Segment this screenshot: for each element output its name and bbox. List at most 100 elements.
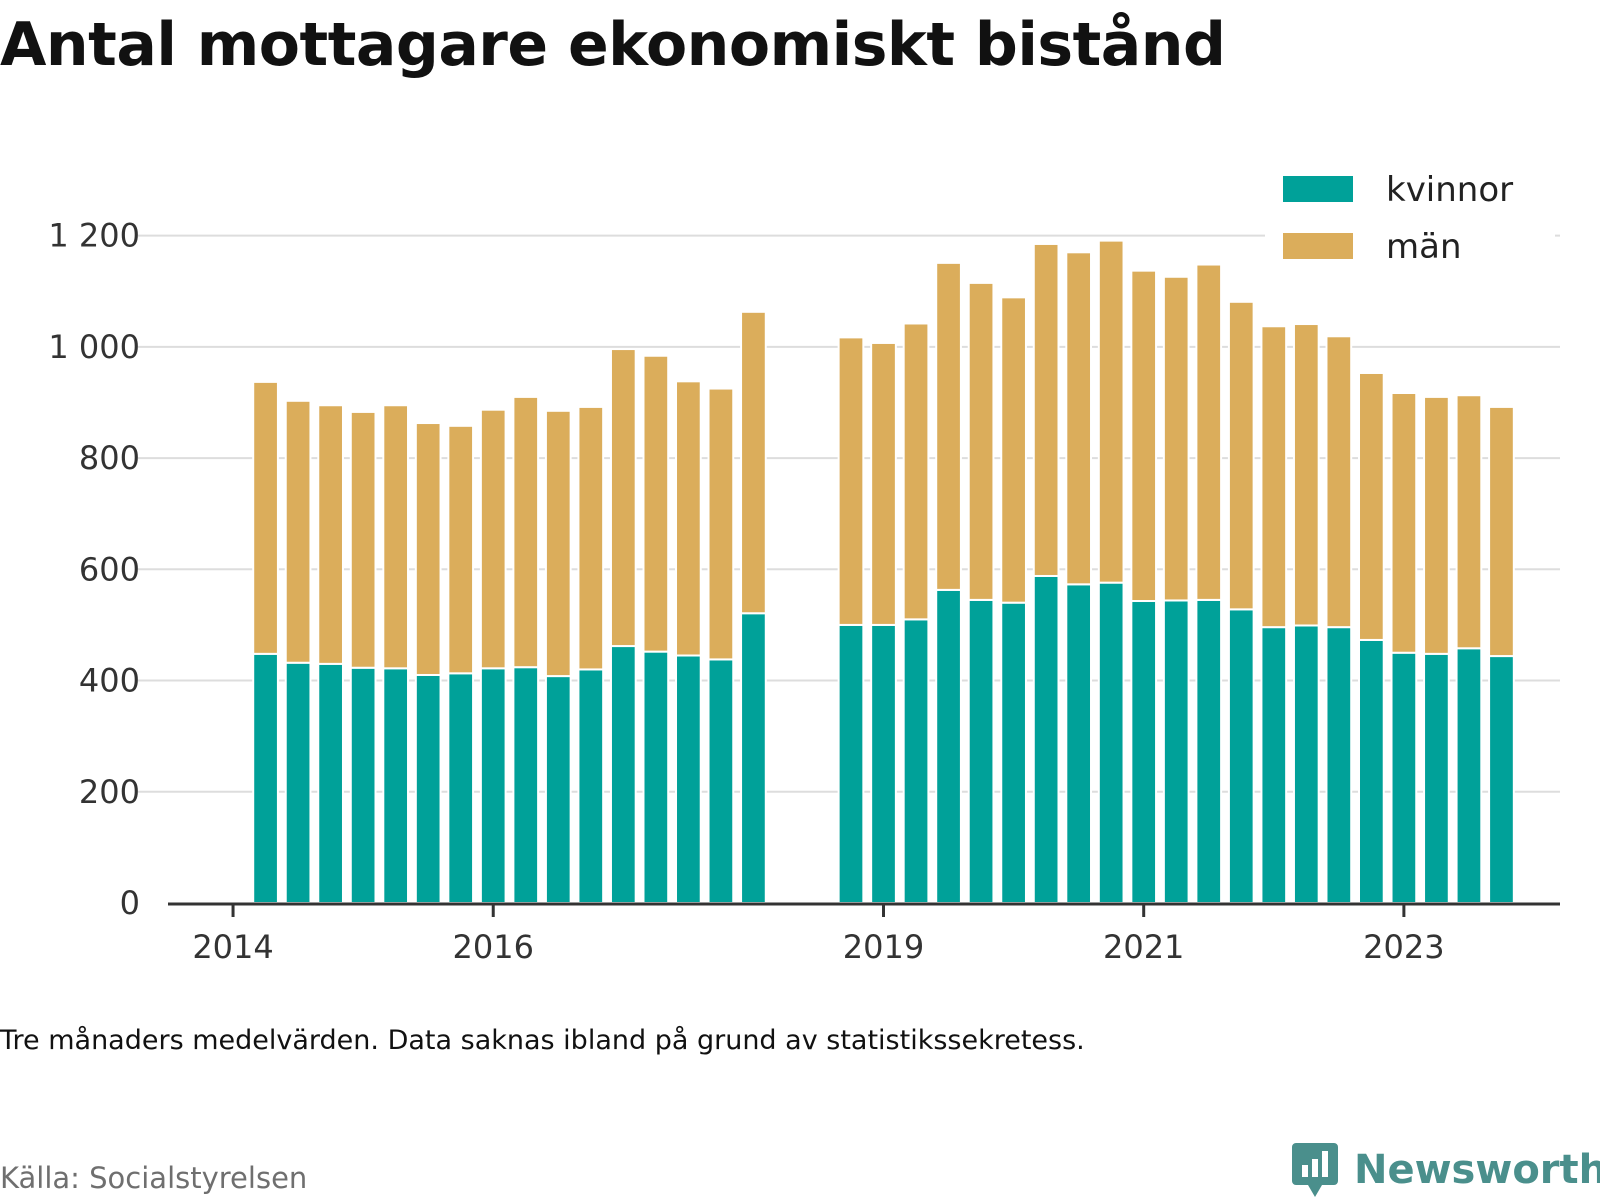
bar-kvinnor	[1488, 655, 1515, 904]
bar-man	[1488, 405, 1515, 658]
brand-name: Newsworthy	[1354, 1147, 1600, 1193]
bar-kvinnor	[577, 668, 605, 905]
bar-man	[577, 405, 605, 671]
x-tick-label: 2023	[1363, 928, 1444, 966]
x-tick-label: 2021	[1103, 928, 1184, 966]
bar-man	[1097, 239, 1125, 584]
bar-kvinnor	[1455, 647, 1483, 905]
bar-kvinnor	[1130, 600, 1158, 905]
bar-man	[1292, 323, 1320, 627]
bar-kvinnor	[935, 588, 962, 904]
legend-label: kvinnor	[1386, 170, 1513, 210]
bar-kvinnor	[349, 666, 377, 905]
bar-man	[349, 410, 377, 669]
y-tick-label: 1 200	[48, 217, 140, 255]
bar-man	[317, 404, 344, 665]
bar-man	[414, 422, 442, 676]
bar-kvinnor	[414, 673, 442, 904]
bar-kvinnor	[740, 612, 767, 904]
bar-man	[1227, 300, 1255, 611]
y-tick-label: 0	[120, 884, 140, 922]
bar-man	[1325, 335, 1353, 629]
bar-kvinnor	[382, 667, 410, 905]
bar-kvinnor	[1358, 638, 1385, 904]
x-axis: 2014 2016 2019 2021 2023	[168, 902, 1560, 966]
newsworthy-logo: Newsworthy	[1290, 1141, 1600, 1199]
bar-kvinnor	[544, 675, 572, 904]
bar-kvinnor	[479, 667, 507, 905]
bar-man	[1130, 269, 1158, 603]
bar-kvinnor	[609, 645, 637, 905]
source-text: Källa: Socialstyrelsen	[0, 1161, 308, 1195]
bar-kvinnor	[642, 650, 670, 905]
bar-kvinnor	[707, 658, 735, 904]
y-tick-label: 400	[79, 662, 140, 700]
bar-man	[1162, 275, 1190, 602]
bar-man	[479, 408, 507, 670]
bar-kvinnor	[1032, 574, 1060, 905]
bar-man	[740, 310, 767, 615]
bar-man	[382, 404, 410, 670]
bar-man	[967, 281, 995, 601]
bar-man	[707, 387, 735, 661]
y-axis: 0 200 400 600 800 1 000 1 200	[48, 217, 140, 922]
bar-kvinnor	[512, 666, 540, 905]
bar-man	[870, 341, 897, 626]
bar-kvinnor	[1390, 651, 1418, 904]
bar-kvinnor	[967, 598, 995, 905]
bar-kvinnor	[284, 661, 312, 904]
bar-man	[675, 380, 702, 657]
bar-man	[902, 322, 930, 621]
legend-label: män	[1386, 227, 1462, 267]
bar-man	[642, 354, 670, 653]
legend-swatch	[1283, 233, 1353, 259]
bar-man	[284, 399, 312, 664]
bar-man	[252, 380, 279, 655]
chart-title: Antal mottagare ekonomiskt bistånd	[0, 10, 1226, 80]
bar-kvinnor	[870, 623, 897, 905]
bar-kvinnor	[1065, 583, 1093, 904]
y-tick-label: 600	[79, 550, 140, 588]
bar-kvinnor	[317, 662, 344, 904]
bar-man	[512, 395, 540, 669]
x-tick-label: 2019	[843, 928, 924, 966]
legend-swatch	[1283, 176, 1353, 202]
bar-man	[1390, 392, 1418, 654]
bar-kvinnor	[447, 672, 475, 905]
bars	[252, 239, 1515, 905]
bar-man	[1423, 395, 1450, 655]
bar-kvinnor	[902, 618, 930, 904]
bar-kvinnor	[1097, 581, 1125, 904]
bar-kvinnor	[1162, 599, 1190, 905]
bar-kvinnor	[1423, 652, 1450, 904]
bar-man	[1195, 263, 1223, 601]
bar-kvinnor	[252, 652, 279, 904]
legend: kvinnor män	[1265, 160, 1555, 287]
y-tick-label: 800	[79, 439, 140, 477]
bar-man	[1065, 251, 1093, 586]
bar-man	[1260, 325, 1288, 629]
stacked-bar-chart: 0 200 400 600 800 1 000 1 200 2014 2016 2019 2021…	[48, 160, 1560, 966]
x-tick-label: 2016	[453, 928, 534, 966]
newsworthy-logo-icon	[1292, 1143, 1338, 1197]
bar-man	[1455, 394, 1483, 650]
y-tick-label: 200	[79, 773, 140, 811]
bar-man	[935, 261, 962, 591]
bar-kvinnor	[1227, 608, 1255, 904]
chart-note: Tre månaders medelvärden. Data saknas ib…	[0, 1025, 1085, 1056]
bar-man	[1358, 371, 1385, 641]
bar-man	[609, 348, 637, 648]
bar-kvinnor	[837, 623, 865, 905]
bar-man	[447, 424, 475, 675]
bar-man	[544, 409, 572, 678]
x-tick-label: 2014	[192, 928, 273, 966]
bar-kvinnor	[1195, 598, 1223, 905]
y-tick-label: 1 000	[48, 328, 140, 366]
bar-kvinnor	[1292, 624, 1320, 905]
bar-kvinnor	[1260, 626, 1288, 904]
bar-man	[1000, 296, 1027, 604]
bar-kvinnor	[675, 654, 702, 904]
bar-kvinnor	[1325, 626, 1353, 904]
bar-man	[837, 336, 865, 626]
bar-man	[1032, 242, 1060, 577]
